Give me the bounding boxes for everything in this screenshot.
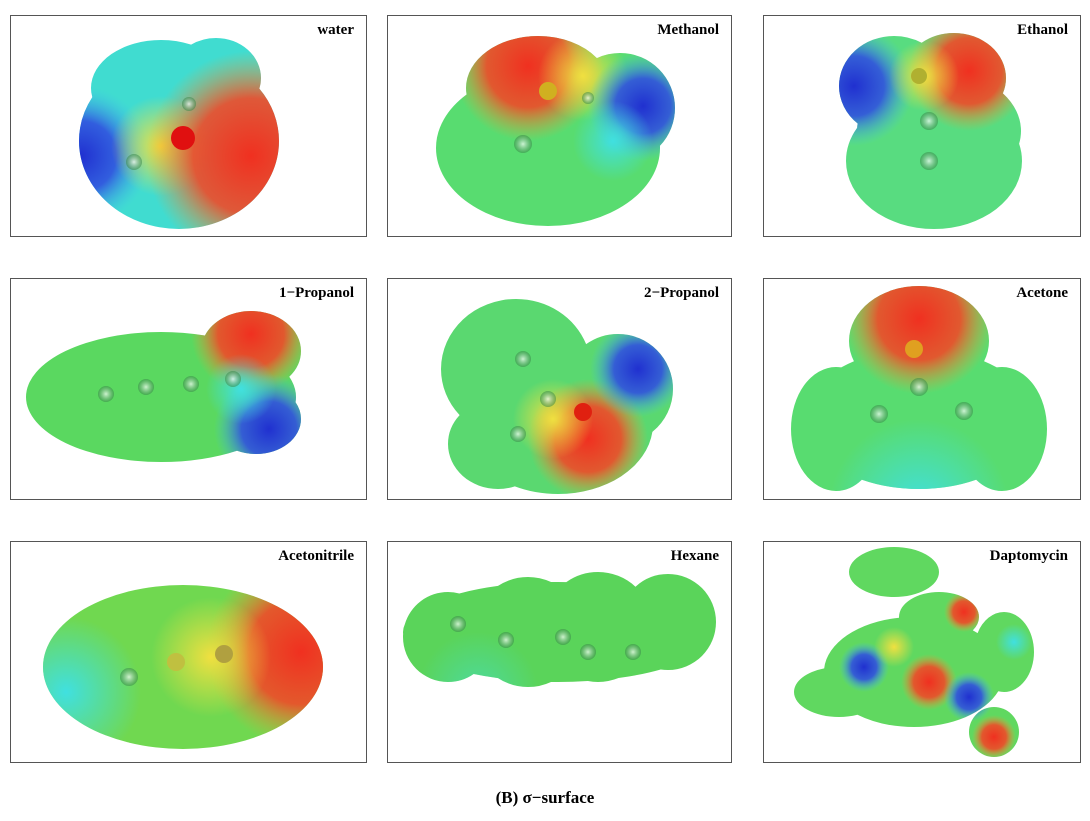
panel: 2−Propanol [387,278,732,500]
panel: Ethanol [763,15,1081,237]
surface [79,38,279,229]
surface [839,33,1022,229]
panel-label: Acetone [1016,285,1068,301]
panel: Acetonitrile [10,541,367,763]
caption: (B) σ−surface [495,788,595,807]
panel-label: 1−Propanol [279,285,354,301]
surface [43,585,323,749]
panel-label: Hexane [670,548,719,564]
panel-label: Methanol [657,22,719,38]
panel: 1−Propanol [10,278,367,500]
panel-label: Acetonitrile [278,548,354,564]
surface [26,311,301,462]
panel-label: water [317,22,354,38]
panel: Hexane [387,541,732,763]
surface [791,286,1047,491]
surface [403,572,716,687]
surface [436,36,675,226]
panel: water [10,15,367,237]
panel-label: 2−Propanol [644,285,719,301]
panel-label: Daptomycin [989,548,1068,564]
surface [794,547,1034,757]
surface [441,299,673,494]
panel: Acetone [763,278,1081,500]
panel: Daptomycin [763,541,1081,763]
panel-label: Ethanol [1017,22,1068,38]
panel: Methanol [387,15,732,237]
